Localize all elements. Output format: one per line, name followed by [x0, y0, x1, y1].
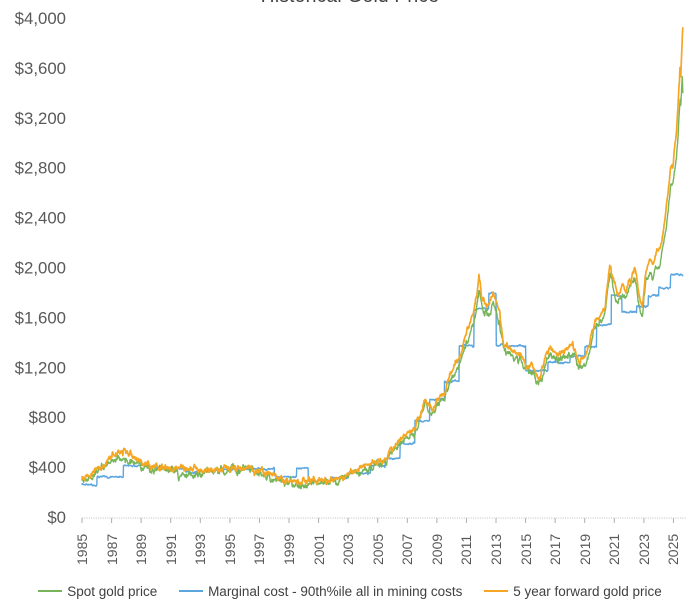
- svg-text:$0: $0: [47, 508, 66, 527]
- svg-text:$1,200: $1,200: [15, 358, 66, 377]
- svg-text:$3,200: $3,200: [15, 109, 66, 128]
- svg-text:$4,000: $4,000: [15, 9, 66, 28]
- svg-text:$3,600: $3,600: [15, 59, 66, 78]
- svg-text:$2,400: $2,400: [15, 209, 66, 228]
- svg-text:$2,000: $2,000: [15, 259, 66, 278]
- svg-text:$800: $800: [29, 408, 66, 427]
- svg-text:$2,800: $2,800: [15, 159, 66, 178]
- svg-text:$400: $400: [29, 458, 66, 477]
- svg-text:$1,600: $1,600: [15, 308, 66, 327]
